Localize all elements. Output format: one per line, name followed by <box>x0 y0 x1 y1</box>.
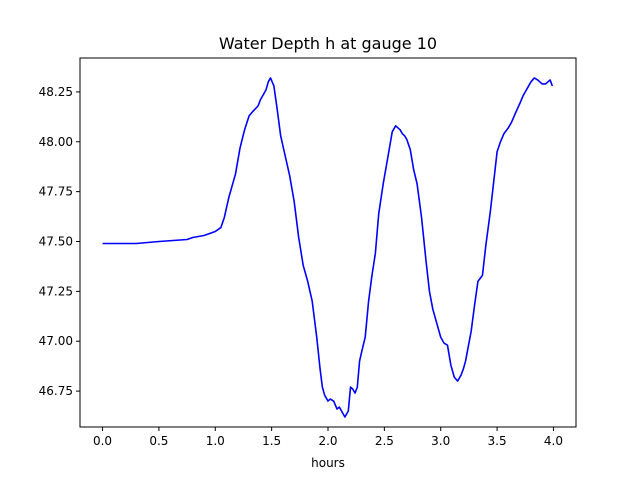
x-axis: 0.0 0.5 1.0 1.5 2.0 2.5 3.0 3.5 4.0 <box>93 427 563 448</box>
y-tick-label: 47.25 <box>39 284 73 298</box>
x-tick-label: 2.0 <box>318 434 337 448</box>
x-tick-label: 2.5 <box>375 434 394 448</box>
series-layer <box>102 77 554 418</box>
y-tick-label: 47.50 <box>39 235 73 249</box>
x-tick-label: 0.5 <box>149 434 168 448</box>
x-tick-label: 3.5 <box>488 434 507 448</box>
chart-title: Water Depth h at gauge 10 <box>219 34 437 53</box>
y-tick-label: 46.75 <box>39 384 73 398</box>
y-tick-label: 47.00 <box>39 334 73 348</box>
y-tick-label: 48.25 <box>39 85 73 99</box>
x-tick-label: 1.0 <box>206 434 225 448</box>
x-tick-label: 4.0 <box>544 434 563 448</box>
y-tick-label: 47.75 <box>39 185 73 199</box>
x-tick-label: 0.0 <box>93 434 112 448</box>
series-line-water-depth <box>102 77 554 418</box>
y-tick-label: 48.00 <box>39 135 73 149</box>
x-axis-label: hours <box>311 456 345 470</box>
x-tick-label: 1.5 <box>262 434 281 448</box>
x-tick-label: 3.0 <box>431 434 450 448</box>
y-axis: 46.75 47.00 47.25 47.50 47.75 48.00 48.25 <box>39 85 80 398</box>
